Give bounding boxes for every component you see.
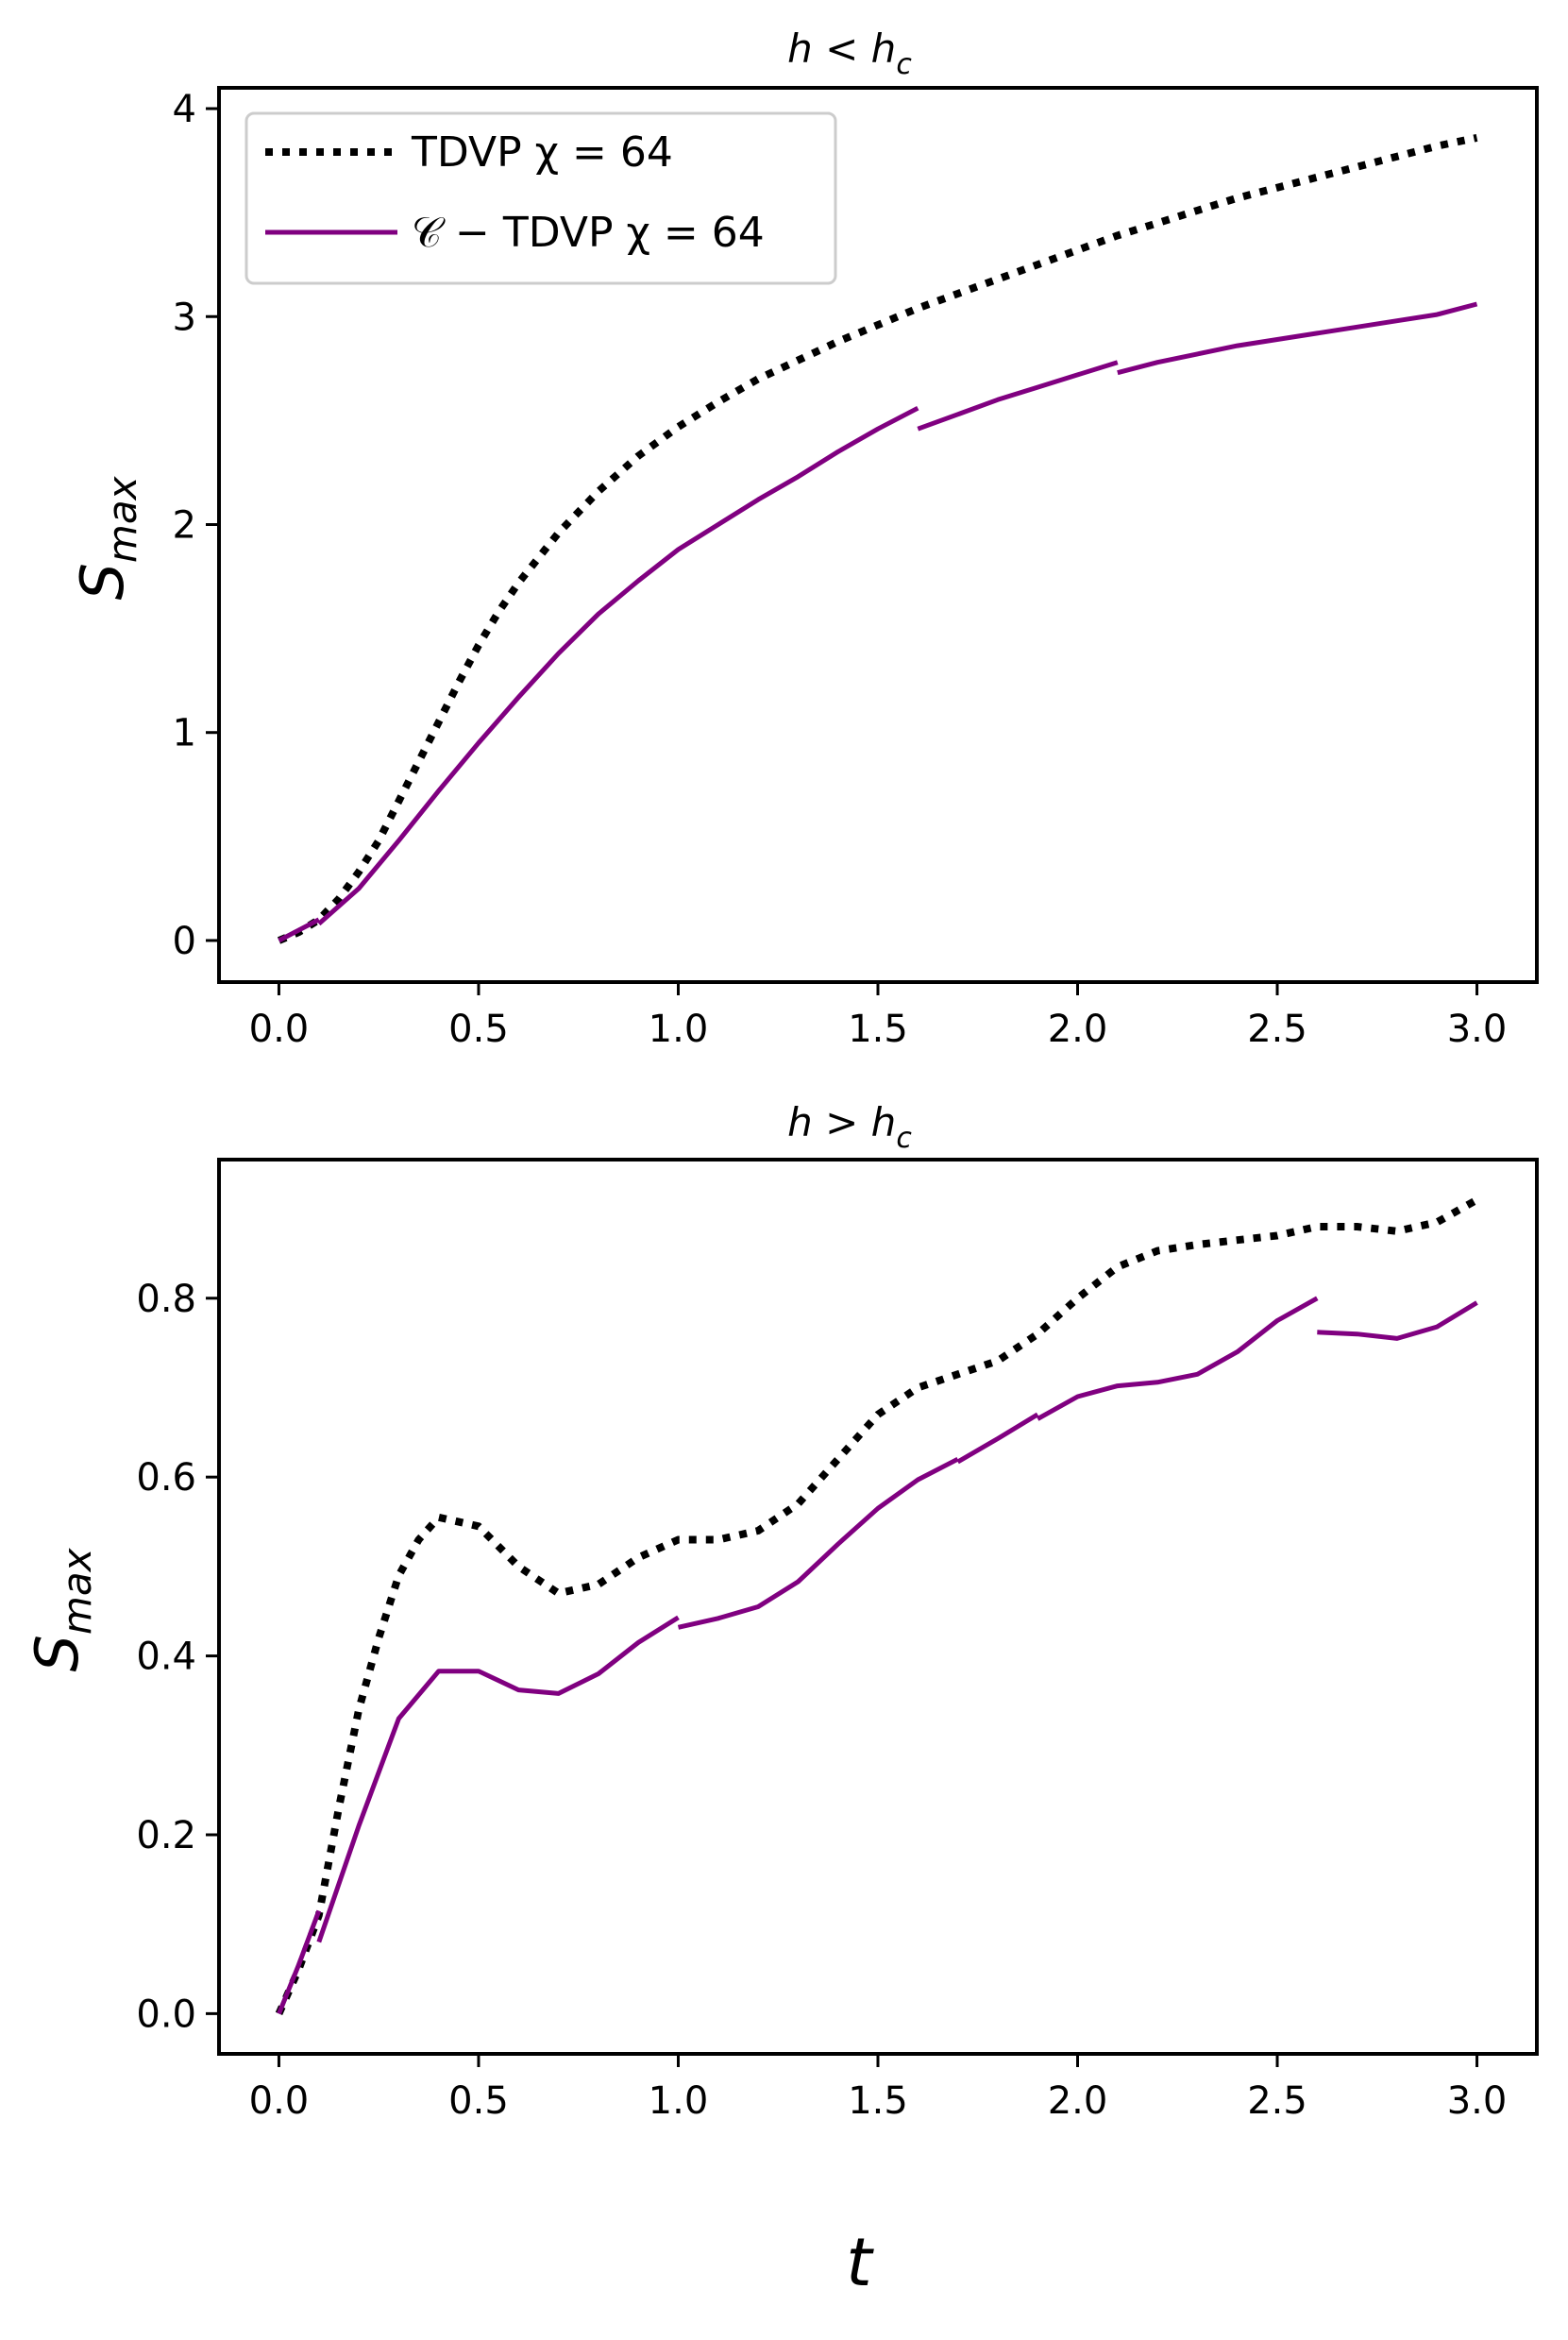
bottom-panel: h > hc 0.0 0.5 1.0 1.5 2.0 2.5 3.0 0.00.20.40.… xyxy=(23,1099,1539,2123)
bottom-tdvp-line-segment-1 xyxy=(275,1196,1479,2016)
top-y-tick-label: 1 xyxy=(173,712,196,755)
top-panel-title: h < hc xyxy=(787,25,912,81)
bottom-ctdvp-line-segment-5 xyxy=(1036,1296,1319,1421)
bottom-plot-frame xyxy=(217,1158,1539,2056)
legend-ctdvp-label: 𝒞 − TDVP χ = 64 xyxy=(412,209,765,257)
top-ctdvp-line-segment-2 xyxy=(317,405,919,926)
bottom-y-tick-label: 0.2 xyxy=(136,1814,196,1857)
bottom-ctdvp-line-segment-3 xyxy=(677,1456,959,1630)
legend-box xyxy=(244,111,837,285)
bottom-x-tick-label: 1.0 xyxy=(649,2079,709,2123)
top-x-tick-label: 3.0 xyxy=(1447,1008,1508,1051)
top-y-tick-label: 0 xyxy=(173,920,196,963)
bottom-panel-title: h > hc xyxy=(787,1099,912,1155)
top-tdvp-line-segment-1 xyxy=(277,133,1478,944)
bottom-y-tick-label: 0.4 xyxy=(136,1636,196,1679)
bottom-x-tick-label: 2.0 xyxy=(1048,2079,1108,2123)
top-series-group xyxy=(277,133,1478,944)
bottom-y-tick-label: 0.0 xyxy=(136,1992,196,2036)
bottom-ctdvp-line-segment-4 xyxy=(956,1412,1039,1465)
bottom-x-tick-label: 1.5 xyxy=(848,2079,908,2123)
bottom-y-axis-label: Smax xyxy=(23,1547,100,1671)
top-ctdvp-line-segment-3 xyxy=(917,360,1119,432)
bottom-x-ticks: 0.0 0.5 1.0 1.5 2.0 2.5 3.0 xyxy=(249,2054,1508,2123)
legend: TDVP χ = 64 𝒞 − TDVP χ = 64 xyxy=(244,111,837,285)
top-x-ticks: 0.0 0.5 1.0 1.5 2.0 2.5 3.0 xyxy=(249,982,1508,1051)
legend-tdvp-label: TDVP χ = 64 xyxy=(411,128,673,177)
top-ctdvp-line-segment-4 xyxy=(1117,301,1478,376)
bottom-ctdvp-line-segment-1 xyxy=(277,1909,322,2015)
top-x-tick-label: 1.5 xyxy=(848,1008,908,1051)
bottom-x-tick-label: 3.0 xyxy=(1447,2079,1508,2123)
bottom-y-tick-label: 0.8 xyxy=(136,1278,196,1321)
top-y-ticks: 0 1 2 3 4 xyxy=(173,88,219,963)
top-x-tick-label: 2.5 xyxy=(1247,1008,1307,1051)
bottom-ctdvp-line-segment-6 xyxy=(1317,1300,1478,1341)
top-x-tick-label: 2.0 xyxy=(1048,1008,1108,1051)
top-y-axis-label-subscript: max xyxy=(99,475,145,563)
bottom-x-tick-label: 2.5 xyxy=(1247,2079,1307,2123)
bottom-series-group xyxy=(275,1196,1479,2016)
bottom-x-tick-label: 0.5 xyxy=(448,2079,509,2123)
x-axis-label: t xyxy=(846,2224,874,2301)
bottom-x-tick-label: 0.0 xyxy=(249,2079,310,2123)
bottom-y-axis-label-subscript: max xyxy=(54,1547,100,1635)
top-y-tick-label: 2 xyxy=(173,503,196,547)
top-y-axis-label: Smax xyxy=(68,475,145,600)
bottom-ctdvp-line-segment-2 xyxy=(316,1615,680,1943)
top-plot-frame xyxy=(217,86,1539,984)
top-x-tick-label: 0.5 xyxy=(448,1008,509,1051)
bottom-y-ticks: 0.0 0.2 0.4 0.6 0.8 xyxy=(136,1278,219,2036)
top-panel-title-subscript: c xyxy=(896,48,912,81)
top-ctdvp-line-segment-1 xyxy=(278,917,320,943)
top-y-tick-label: 3 xyxy=(173,296,196,339)
top-x-tick-label: 0.0 xyxy=(249,1008,310,1051)
top-y-tick-label: 4 xyxy=(173,88,196,131)
top-x-tick-label: 1.0 xyxy=(649,1008,709,1051)
bottom-y-tick-label: 0.6 xyxy=(136,1456,196,1500)
bottom-panel-title-subscript: c xyxy=(896,1122,912,1155)
